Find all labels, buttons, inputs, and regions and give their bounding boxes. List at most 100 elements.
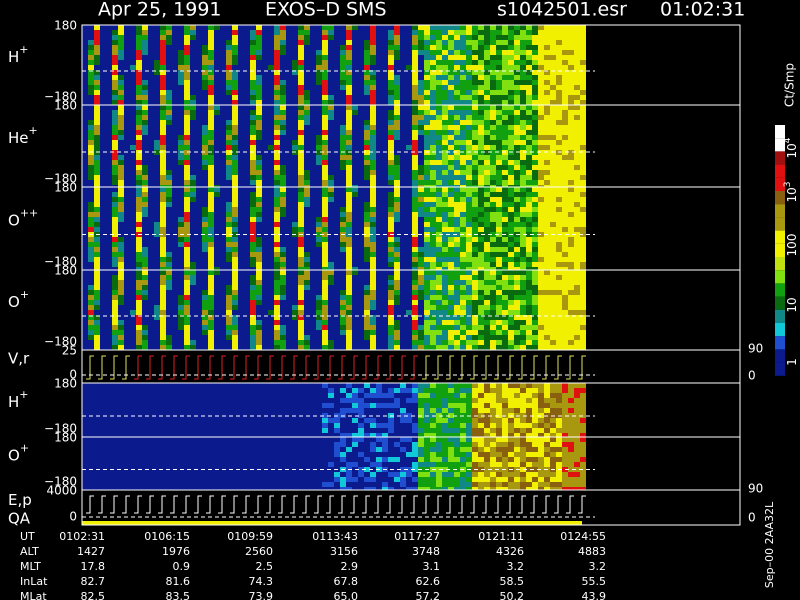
cell [352, 160, 358, 165]
cell [202, 212, 208, 217]
cell [148, 185, 154, 187]
cell [220, 197, 226, 202]
cell [484, 35, 490, 40]
cell [340, 135, 346, 140]
cell [94, 310, 100, 315]
cell [388, 207, 394, 212]
cell [478, 135, 484, 140]
cell [490, 40, 496, 45]
cell [394, 25, 400, 30]
cell [268, 50, 274, 55]
cell [448, 217, 454, 222]
cell [496, 35, 502, 40]
cell [184, 95, 190, 100]
cell [472, 75, 478, 80]
cell [160, 217, 166, 222]
cell [532, 40, 538, 45]
cell [148, 25, 154, 30]
cell [316, 65, 322, 70]
cell [496, 242, 502, 247]
cell [226, 130, 232, 135]
cell [418, 25, 424, 30]
cell [100, 80, 106, 85]
cell [568, 30, 574, 35]
cell [154, 242, 160, 247]
cell [502, 247, 508, 252]
cell [520, 242, 526, 247]
cell [226, 145, 232, 150]
cell [526, 192, 532, 197]
cell [226, 35, 232, 40]
cell [430, 85, 436, 90]
cell [502, 185, 508, 187]
cell [574, 175, 580, 180]
cell [298, 237, 304, 242]
cell [436, 30, 442, 35]
cell [418, 35, 424, 40]
cell [538, 45, 544, 50]
cell [232, 310, 238, 315]
cell [328, 280, 334, 285]
cell [136, 227, 142, 232]
cell [136, 295, 142, 300]
cell [190, 150, 196, 155]
cell [568, 227, 574, 232]
cell [208, 197, 214, 202]
cell [226, 135, 232, 140]
cell [502, 170, 508, 175]
cell [502, 242, 508, 247]
cell [496, 95, 502, 100]
cell [214, 40, 220, 45]
cell [454, 25, 460, 30]
cell [244, 30, 250, 35]
cell [292, 175, 298, 180]
cell [376, 30, 382, 35]
cell [310, 170, 316, 175]
cell [238, 187, 244, 192]
cell [322, 285, 328, 290]
cell [262, 45, 268, 50]
cell [190, 155, 196, 160]
cell [166, 262, 172, 267]
cell [232, 180, 238, 185]
cell [280, 115, 286, 120]
cell [580, 95, 586, 100]
cell [148, 130, 154, 135]
cell [274, 217, 280, 222]
cell [106, 335, 112, 340]
cell [568, 25, 574, 30]
cell [136, 40, 142, 45]
cell [262, 285, 268, 290]
cell [268, 252, 274, 257]
cell [82, 90, 88, 95]
cell [250, 125, 256, 130]
cell [370, 247, 376, 252]
cell [100, 267, 106, 270]
cell [322, 202, 328, 207]
cell [298, 135, 304, 140]
cell [460, 35, 466, 40]
cell [262, 262, 268, 267]
cell [178, 262, 184, 267]
cell [202, 35, 208, 40]
cell [370, 80, 376, 85]
cell [172, 30, 178, 35]
cell [238, 170, 244, 175]
cell [154, 60, 160, 65]
cell [316, 25, 322, 30]
cell [520, 135, 526, 140]
cell [322, 257, 328, 262]
cell [424, 145, 430, 150]
cell [172, 45, 178, 50]
cell [112, 95, 118, 100]
cell [112, 335, 118, 340]
cell [190, 237, 196, 242]
cell [562, 187, 568, 192]
cell [190, 252, 196, 257]
cell [454, 50, 460, 55]
cell [154, 70, 160, 75]
cell [262, 165, 268, 170]
cell [484, 242, 490, 247]
cell [88, 125, 94, 130]
cell [166, 45, 172, 50]
